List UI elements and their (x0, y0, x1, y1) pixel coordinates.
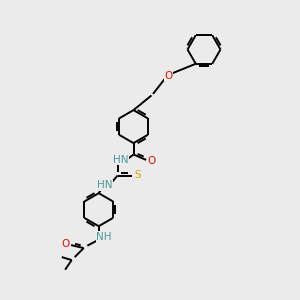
Text: NH: NH (96, 232, 112, 242)
Text: S: S (134, 170, 141, 181)
Text: O: O (61, 239, 70, 250)
Text: O: O (147, 156, 156, 167)
Text: O: O (164, 70, 173, 81)
Text: HN: HN (113, 155, 128, 165)
Text: HN: HN (97, 180, 112, 190)
